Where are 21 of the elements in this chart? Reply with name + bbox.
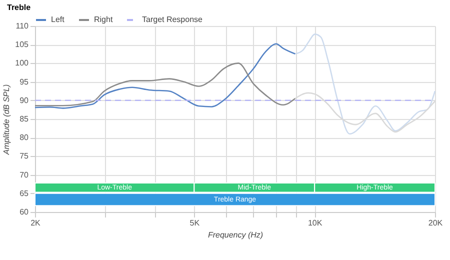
y-tick-label: 100 bbox=[15, 58, 30, 68]
y-tick-label: 65 bbox=[20, 188, 30, 198]
x-tick-label: 10K bbox=[308, 218, 323, 228]
y-tick-label: 60 bbox=[20, 208, 30, 216]
y-tick-label: 70 bbox=[20, 170, 30, 180]
y-tick-label: 85 bbox=[20, 114, 30, 124]
x-tick-label: 5K bbox=[190, 218, 200, 228]
legend-label: Left bbox=[51, 15, 66, 24]
legend-label: Target Response bbox=[142, 15, 204, 24]
y-tick-label: 110 bbox=[16, 22, 30, 30]
x-tick-label: 20K bbox=[428, 218, 444, 228]
y-tick-label: 75 bbox=[20, 152, 30, 161]
y-tick-label: 80 bbox=[20, 133, 30, 142]
y-tick-label: 95 bbox=[20, 77, 30, 86]
y-tick-label: 105 bbox=[15, 40, 30, 50]
x-axis-title: Frequency (Hz) bbox=[208, 230, 264, 240]
x-tick-label: 2K bbox=[30, 218, 42, 228]
y-tick-label: 90 bbox=[20, 96, 30, 105]
y-axis-title: Amplitude (dB SPL) bbox=[2, 84, 12, 156]
legend-label: Right bbox=[94, 15, 114, 24]
chart-title: Treble bbox=[7, 3, 32, 12]
